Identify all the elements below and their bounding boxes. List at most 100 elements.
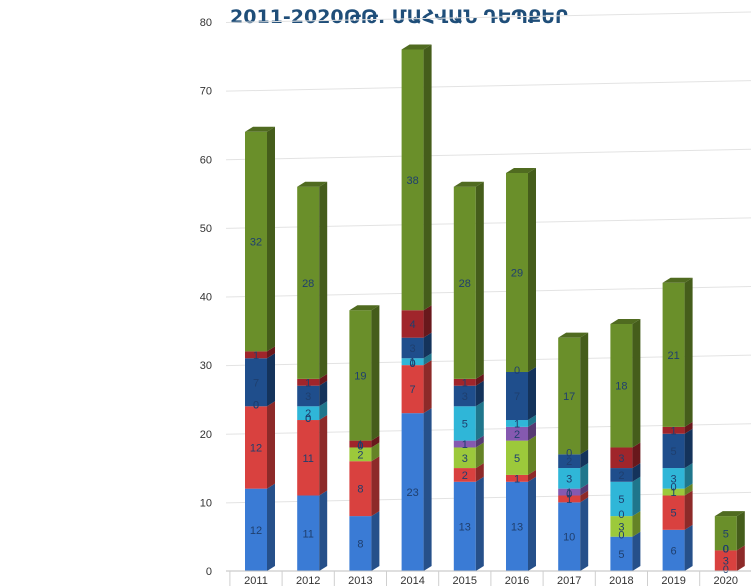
- data-label-2013-4: 0: [357, 440, 363, 452]
- y-tick-label-10: 10: [200, 497, 212, 509]
- data-label-2013-3: 2: [357, 449, 363, 461]
- bar-segment-2019-3: [662, 483, 693, 496]
- bar-top-2012: [297, 181, 328, 187]
- bar-segment-2017-8: [558, 332, 589, 455]
- data-label-2017-5: 3: [566, 473, 572, 485]
- data-label-2016-3: 5: [514, 453, 520, 465]
- data-label-2019-5: 3: [671, 473, 677, 485]
- bar-segment-2019-2: [662, 490, 693, 530]
- data-label-2020-1: 0: [723, 564, 729, 576]
- data-label-2016-6: 7: [514, 391, 520, 403]
- data-label-2014-7: 4: [410, 319, 416, 331]
- data-label-2011-6: 7: [253, 377, 259, 389]
- data-label-2020-6: 0: [723, 543, 729, 555]
- data-label-2011-1: 12: [250, 525, 262, 537]
- bar-segment-2013-3: [349, 442, 380, 462]
- x-tick-label-2017: 2017: [557, 575, 581, 586]
- bar-segment-2016-6: [506, 366, 536, 421]
- data-label-2013-6: 0: [357, 440, 363, 452]
- data-label-2019-6: 5: [671, 446, 677, 458]
- y-tick-label-50: 50: [200, 223, 212, 235]
- x-tick-label-2015: 2015: [453, 575, 477, 586]
- data-label-2017-7: 0: [566, 447, 572, 459]
- bar-segment-2013-8: [349, 305, 380, 441]
- bar-segment-2017-5: [558, 463, 589, 489]
- bar-segment-2016-8: [506, 167, 536, 372]
- x-tick-label-2013: 2013: [348, 575, 372, 586]
- bar-top-2020: [714, 511, 745, 517]
- bar-segment-2018-7: [610, 442, 641, 469]
- gridline-80: [225, 11, 751, 23]
- data-label-2016-4: 2: [514, 429, 520, 441]
- data-label-2018-6: 2: [618, 470, 624, 482]
- data-label-2015-5: 5: [462, 418, 468, 430]
- x-tick-label-2014: 2014: [400, 575, 424, 586]
- data-label-2019-3: 1: [671, 487, 677, 499]
- data-label-2012-2: 11: [302, 453, 313, 465]
- data-label-2013-1: 8: [357, 539, 363, 551]
- x-tick-label-2011: 2011: [244, 575, 268, 586]
- data-label-2017-2: 1: [566, 494, 572, 506]
- bar-segment-2014-6: [401, 332, 432, 359]
- data-label-2013-2: 8: [357, 484, 363, 496]
- data-label-2020-5: 0: [723, 543, 729, 555]
- bar-segment-2011-1: [245, 483, 275, 571]
- y-tick-label-20: 20: [200, 429, 212, 441]
- x-tick-label-2018: 2018: [609, 575, 633, 586]
- data-label-2011-7: 1: [253, 350, 259, 362]
- bar-segment-2019-7: [662, 421, 693, 434]
- bar-segment-2018-3: [610, 511, 641, 537]
- data-label-2011-2: 12: [250, 442, 262, 454]
- bar-segment-2014-8: [401, 44, 432, 311]
- data-label-2019-7: 1: [671, 425, 677, 437]
- bar-segment-2019-5: [662, 463, 693, 489]
- bar-top-2017: [558, 332, 589, 338]
- bar-segment-2018-1: [610, 531, 641, 571]
- bar-segment-2017-6: [558, 449, 589, 469]
- y-tick-label-80: 80: [200, 17, 212, 29]
- data-label-2018-3: 3: [618, 521, 624, 533]
- data-label-2014-1: 23: [406, 487, 418, 499]
- y-tick-label-70: 70: [200, 86, 212, 98]
- bar-segment-2012-7: [297, 373, 328, 386]
- bar-segment-2015-4: [453, 435, 484, 448]
- bar-top-2018: [610, 318, 641, 324]
- bar-top-2016: [506, 167, 536, 173]
- bar-segment-2015-7: [453, 373, 484, 386]
- chart-title: 2011-2020ԹԹ. ՄԱՀՎԱՆ ԴԵՊՔԵՐ: [230, 6, 568, 28]
- bar-segment-2011-8: [245, 126, 275, 352]
- bar-top-2013: [349, 305, 380, 311]
- data-label-2014-6: 3: [410, 343, 416, 355]
- bar-segment-2012-6: [297, 380, 328, 407]
- data-label-2012-8: 28: [302, 278, 314, 290]
- data-label-2020-8: 5: [723, 528, 729, 540]
- data-label-2015-4: 1: [462, 439, 468, 451]
- bar-segment-2015-5: [453, 401, 484, 441]
- data-label-2011-4: 0: [253, 399, 259, 411]
- bar-segment-2011-6: [245, 353, 275, 407]
- bar-segment-2019-8: [662, 277, 693, 427]
- bar-segment-2018-8: [610, 318, 641, 448]
- data-label-2019-1: 6: [671, 545, 677, 557]
- bar-segment-2015-6: [453, 380, 484, 407]
- bar-segment-2013-7: [349, 435, 380, 448]
- data-label-2015-7: 1: [462, 377, 468, 389]
- data-label-2016-1: 13: [511, 521, 523, 533]
- bar-segment-2020-8: [714, 511, 745, 551]
- bar-segment-2013-2: [349, 456, 380, 517]
- bar-top-2015: [453, 181, 484, 187]
- data-label-2011-8: 32: [250, 237, 262, 249]
- gridline-60: [225, 148, 751, 161]
- bar-segment-2014-5: [401, 353, 432, 366]
- bar-segment-2012-1: [297, 490, 328, 571]
- data-label-2015-2: 2: [462, 470, 468, 482]
- data-label-2015-1: 13: [459, 521, 471, 533]
- data-label-2016-5: 1: [514, 418, 520, 430]
- x-tick-label-2016: 2016: [505, 575, 529, 586]
- data-label-2019-2: 5: [671, 508, 677, 520]
- data-label-2013-5: 0: [357, 440, 363, 452]
- data-label-2020-3: 0: [723, 543, 729, 555]
- bar-segment-2014-1: [401, 408, 432, 571]
- data-label-2014-8: 38: [406, 175, 418, 187]
- data-label-2014-4: 0: [410, 358, 416, 370]
